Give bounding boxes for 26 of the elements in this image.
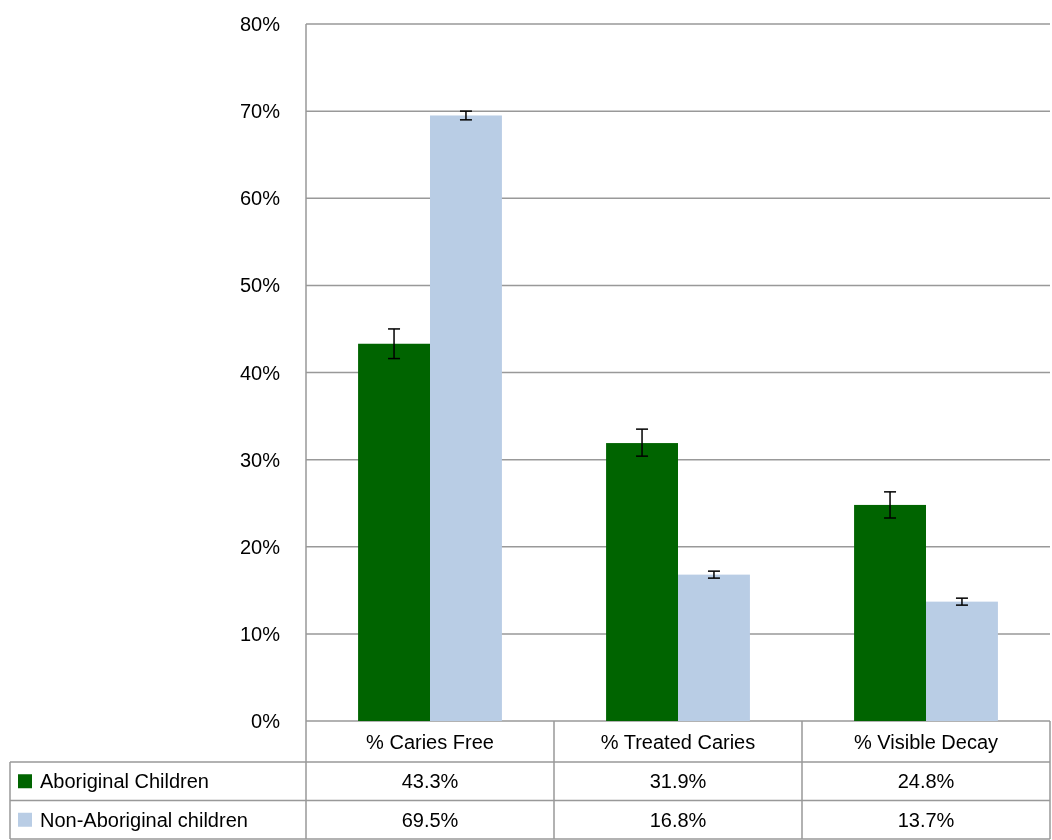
bar: [854, 504, 926, 721]
y-tick-label: 60%: [239, 187, 281, 210]
bar: [678, 574, 750, 721]
y-tick-label: 30%: [239, 448, 281, 471]
bar: [358, 343, 430, 721]
data-label: 69.5%: [401, 808, 459, 831]
y-tick-label: 70%: [239, 100, 281, 123]
data-label: 31.9%: [649, 770, 707, 793]
bar: [430, 115, 502, 721]
bar: [926, 601, 998, 721]
data-label: 13.7%: [897, 808, 955, 831]
bar: [606, 443, 678, 721]
y-tick-label: 10%: [239, 622, 281, 645]
data-label: 43.3%: [401, 770, 459, 793]
y-tick-label: 40%: [239, 361, 281, 384]
y-tick-label: 80%: [239, 13, 281, 35]
y-tick-label: 20%: [239, 535, 281, 558]
x-tick-label: % Treated Caries: [600, 730, 756, 753]
y-tick-label: 50%: [239, 274, 281, 297]
legend-label: Aboriginal Children: [40, 770, 209, 793]
x-tick-label: % Caries Free: [366, 730, 494, 753]
data-label: 16.8%: [649, 808, 707, 831]
legend-label: Non-Aboriginal children: [40, 808, 248, 831]
y-tick-label: 0%: [251, 710, 281, 732]
x-tick-label: % Visible Decay: [853, 730, 999, 753]
data-label: 24.8%: [897, 770, 955, 793]
